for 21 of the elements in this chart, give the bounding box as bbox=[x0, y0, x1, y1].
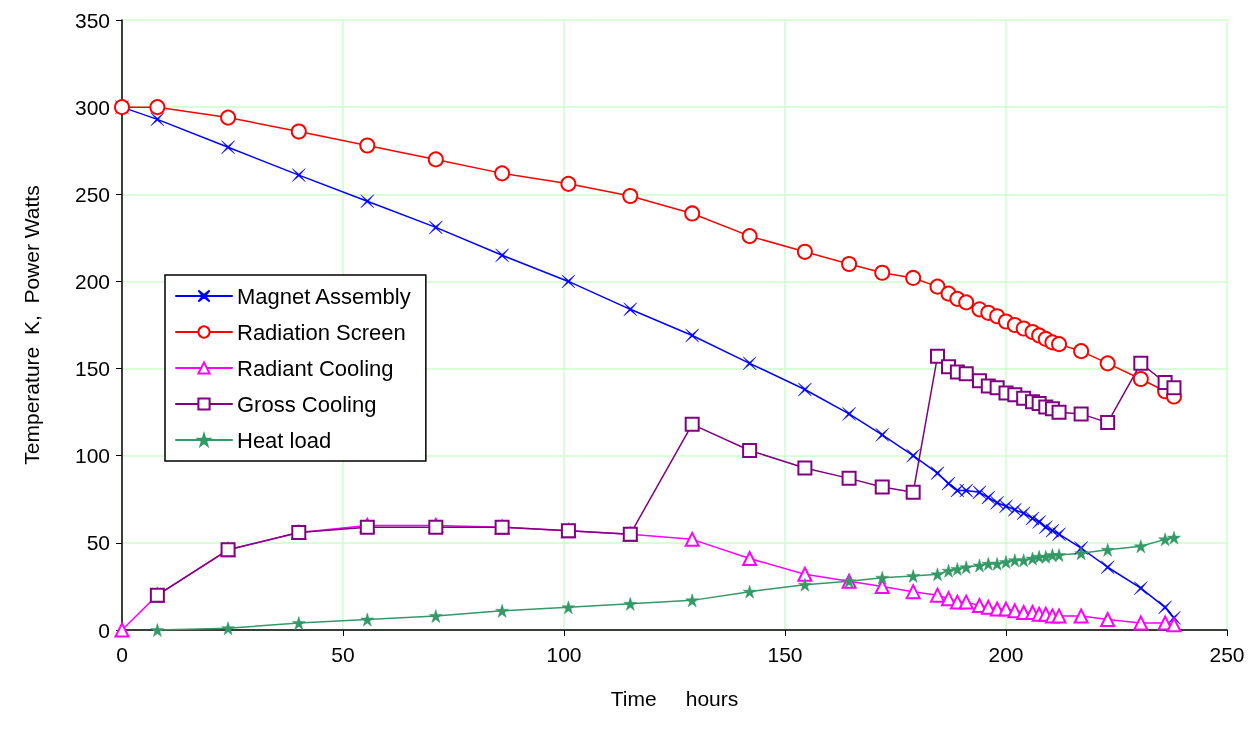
legend-label: Magnet Assembly bbox=[237, 283, 411, 309]
x-tick-label: 0 bbox=[116, 643, 128, 666]
y-tick-label: 350 bbox=[74, 8, 110, 32]
x-tick-label: 50 bbox=[331, 643, 355, 666]
x-tick-label: 200 bbox=[988, 643, 1024, 666]
x-tick-label: 250 bbox=[1209, 643, 1245, 666]
x-tick-label: 100 bbox=[546, 643, 582, 666]
legend-label: Gross Cooling bbox=[237, 391, 377, 417]
y-tick-label: 150 bbox=[74, 357, 110, 381]
y-tick-label: 100 bbox=[74, 444, 110, 468]
y-tick-label: 200 bbox=[74, 269, 110, 293]
legend-label: Radiant Cooling bbox=[237, 355, 394, 381]
y-tick-label: 250 bbox=[74, 182, 110, 206]
y-axis-title: Temperature K, Power Watts bbox=[20, 185, 43, 465]
legend-label: Heat load bbox=[237, 427, 332, 453]
legend-label: Radiation Screen bbox=[237, 319, 406, 345]
y-tick-label: 50 bbox=[86, 531, 110, 555]
y-tick-label: 300 bbox=[74, 95, 110, 119]
x-tick-label: 150 bbox=[767, 643, 803, 666]
y-tick-label: 0 bbox=[98, 618, 110, 642]
x-axis-title: Time hours bbox=[610, 687, 739, 710]
